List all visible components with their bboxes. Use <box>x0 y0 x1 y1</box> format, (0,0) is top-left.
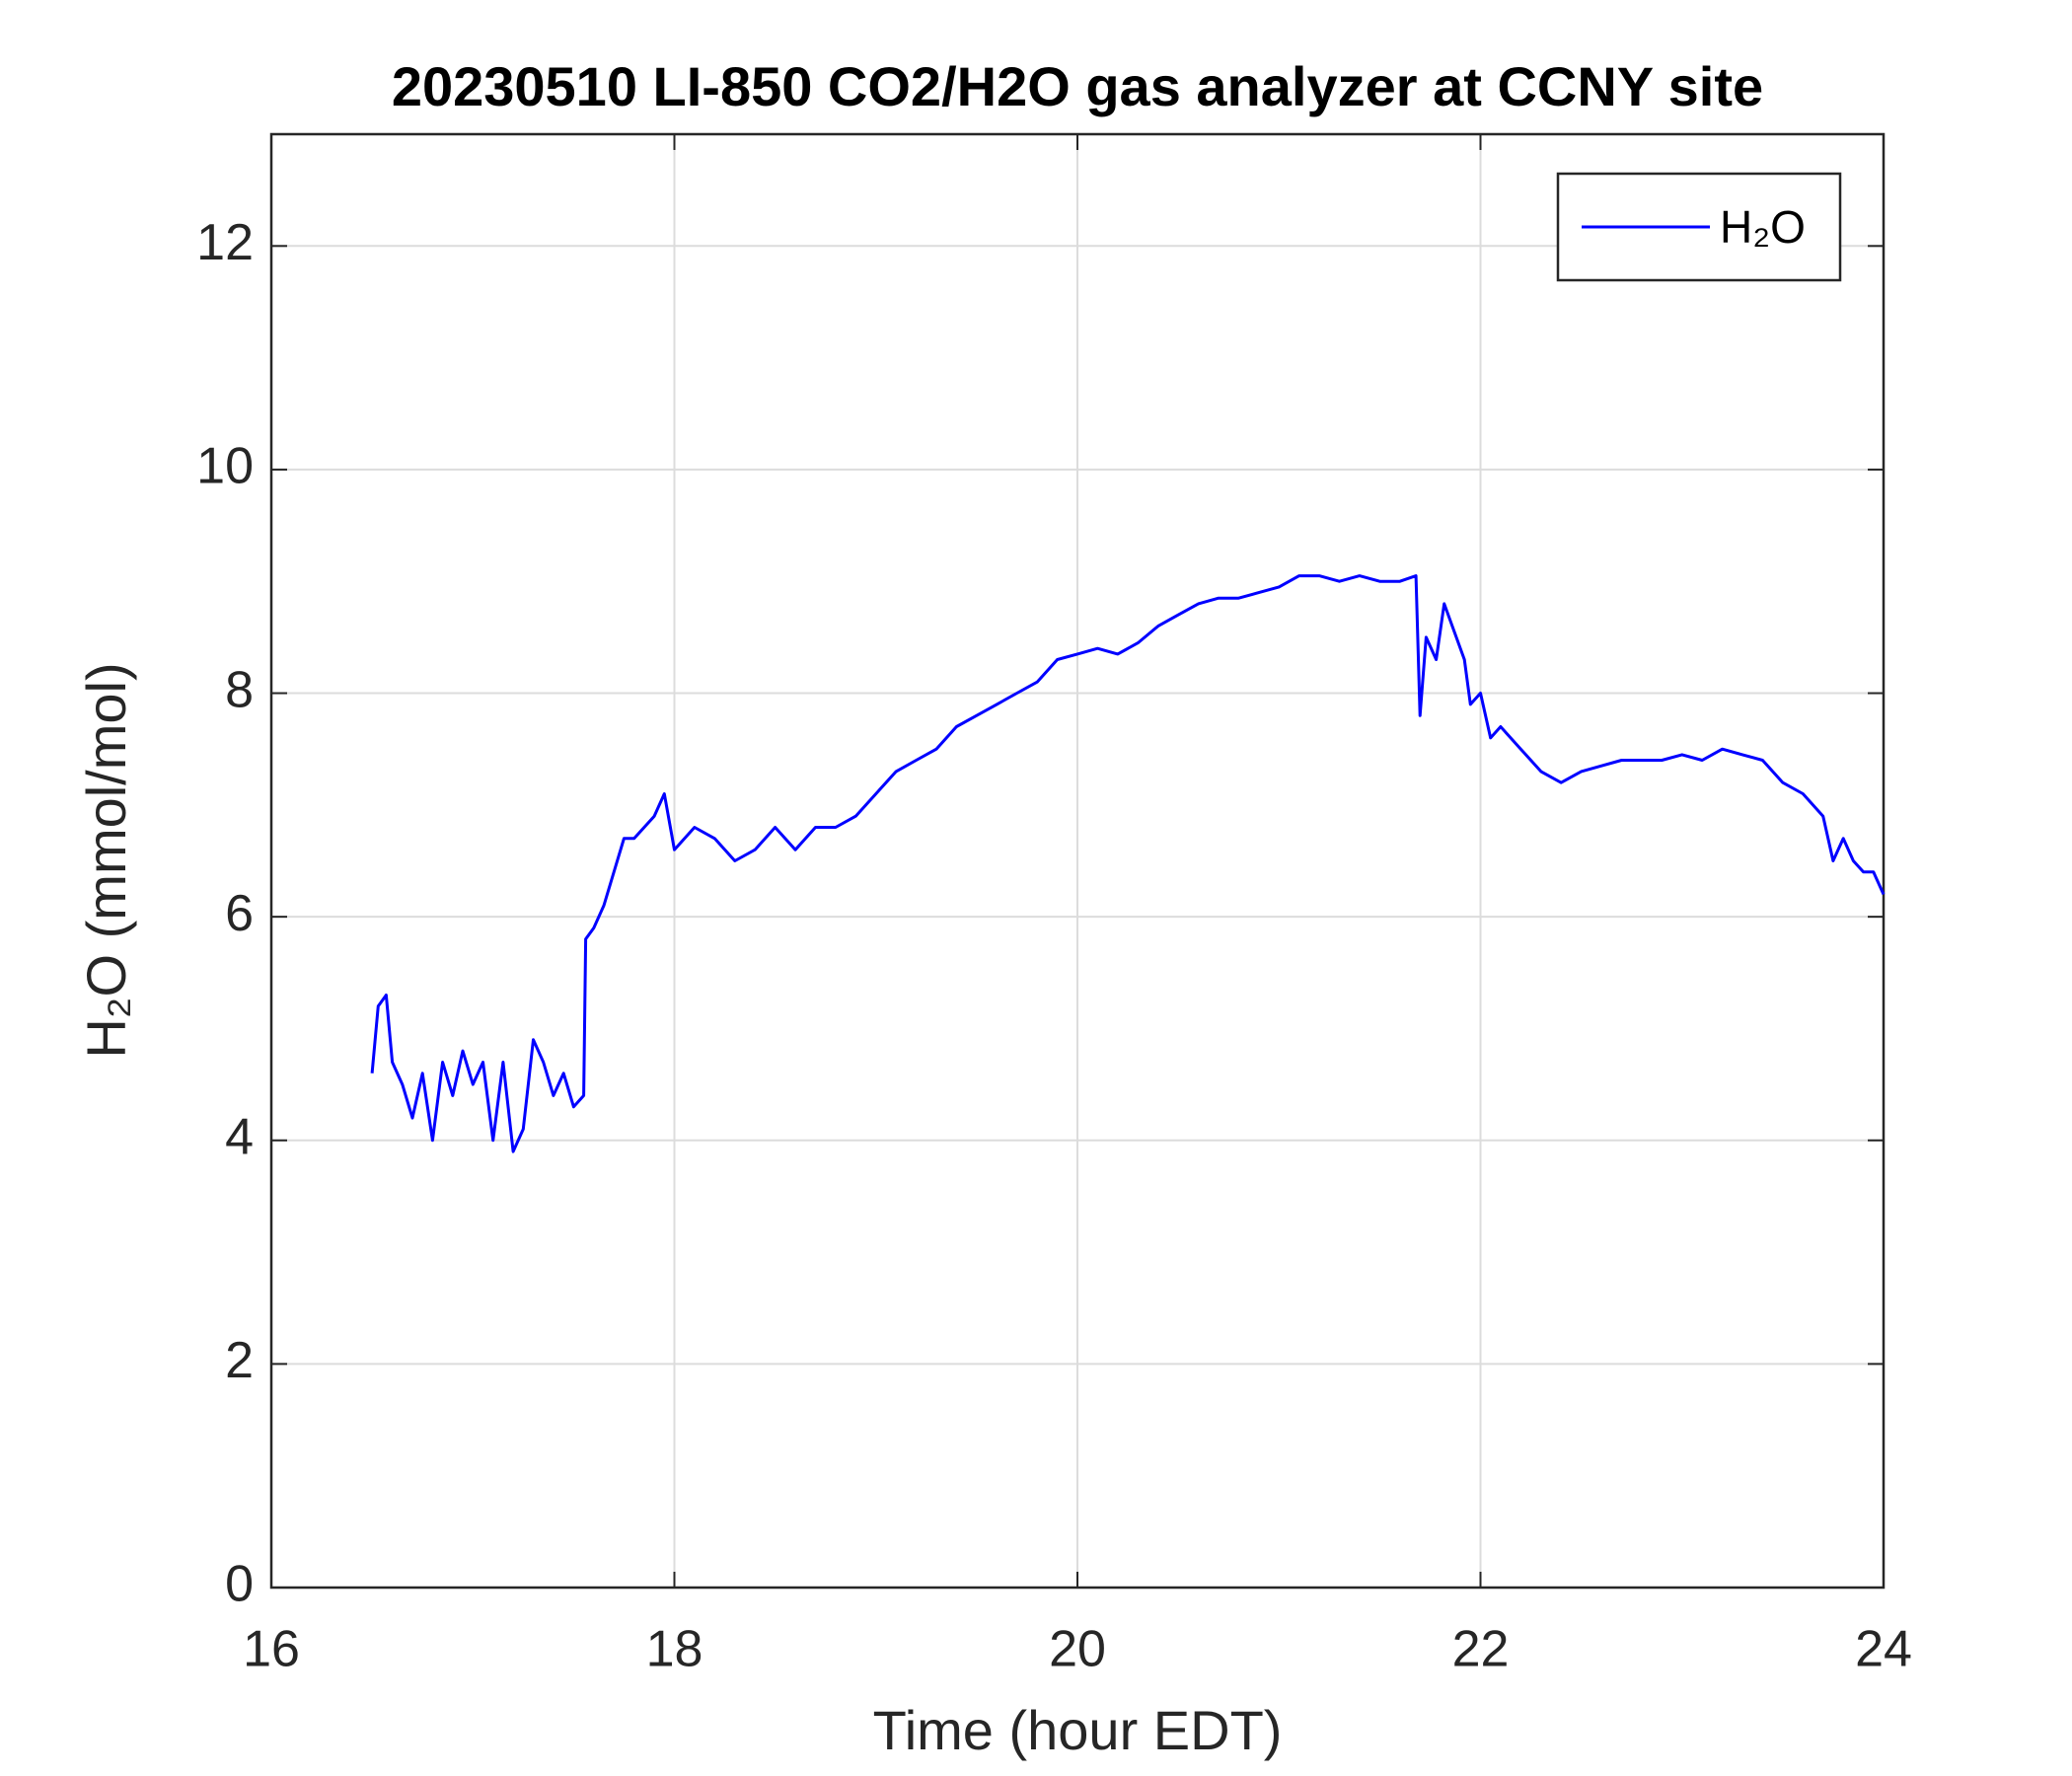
x-tick-label: 18 <box>646 1621 703 1678</box>
y-tick-label: 8 <box>225 661 254 718</box>
data-line <box>370 574 1886 1153</box>
x-tick-label: 22 <box>1452 1621 1510 1678</box>
x-tick-label: 20 <box>1049 1621 1106 1678</box>
x-tick-label: 24 <box>1855 1621 1912 1678</box>
y-tick-label: 4 <box>225 1109 254 1166</box>
plot-frame <box>269 132 1886 1590</box>
y-axis-label: H₂O (mmol/mol) <box>75 662 137 1058</box>
y-tick-label: 0 <box>225 1556 254 1613</box>
legend-label: H₂O <box>1720 201 1806 253</box>
x-tick-label: 16 <box>243 1621 300 1678</box>
y-tick-label: 2 <box>225 1332 254 1389</box>
y-tick-label: 6 <box>225 885 254 942</box>
chart-title: 20230510 LI-850 CO2/H2O gas analyzer at … <box>392 55 1763 117</box>
y-tick-label: 10 <box>196 438 254 495</box>
x-axis-label: Time (hour EDT) <box>873 1699 1283 1761</box>
y-tick-label: 12 <box>196 214 254 271</box>
